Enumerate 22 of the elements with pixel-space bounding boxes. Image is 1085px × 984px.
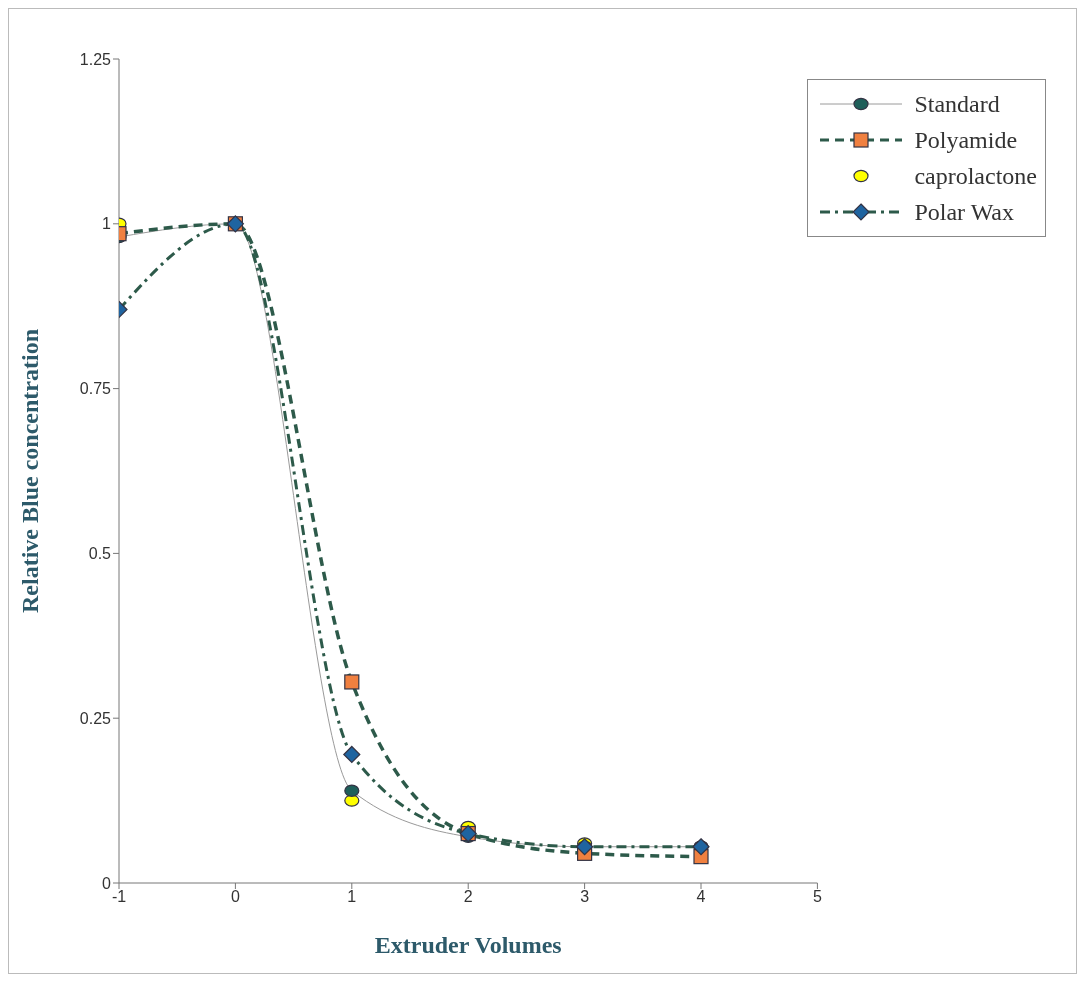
y-tick-label: 1: [102, 215, 112, 233]
x-tick-label: 5: [812, 888, 822, 906]
x-axis-title: Extruder Volumes: [374, 932, 562, 958]
y-axis-title: Relative Blue concentration: [16, 329, 43, 613]
y-tick-label: 0: [102, 874, 112, 892]
x-tick-label: 1: [347, 888, 357, 906]
point: [344, 784, 360, 797]
y-tick-label: 1.25: [79, 50, 112, 68]
x-tick-label: 0: [230, 888, 240, 906]
x-tick-label: 2: [463, 888, 473, 906]
y-tick-label: 0.75: [79, 380, 112, 398]
y-tick-label: 0.25: [79, 709, 112, 727]
point: [344, 674, 360, 690]
legend-label: Polar Wax: [914, 198, 1015, 226]
point: [343, 745, 361, 764]
legend-label: caprolactone: [914, 162, 1037, 190]
x-tick-label: -1: [111, 888, 127, 906]
x-tick-label: 3: [580, 888, 590, 906]
y-tick-label: 0.5: [88, 545, 112, 563]
legend-label: Polyamide: [914, 126, 1018, 154]
legend-label: Standard: [914, 90, 1000, 118]
x-tick-label: 4: [696, 888, 706, 906]
